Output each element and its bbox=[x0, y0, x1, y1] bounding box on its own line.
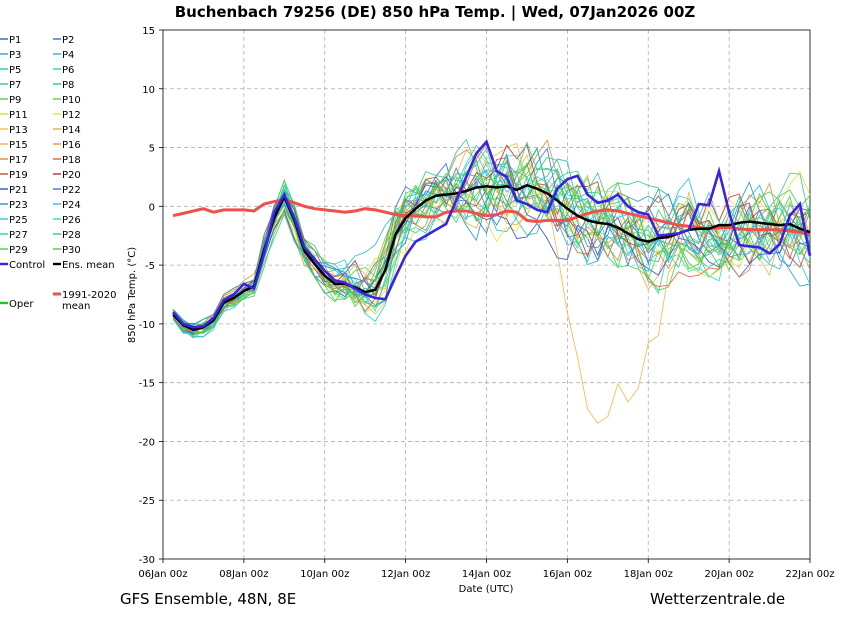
legend-label: Control bbox=[9, 260, 45, 271]
legend-label: P22 bbox=[62, 185, 81, 196]
legend-label: P18 bbox=[62, 155, 81, 166]
ensemble-member-line bbox=[172, 162, 811, 334]
footer-model-info: GFS Ensemble, 48N, 8E bbox=[120, 590, 296, 608]
legend-label: P14 bbox=[62, 125, 81, 136]
y-axis-ticks: 15 10 5 0 -5 -10 -15 -20 -25 -30 bbox=[139, 26, 163, 566]
y-tick-label: -25 bbox=[139, 496, 155, 507]
legend-label: P15 bbox=[9, 140, 28, 151]
legend-label: P3 bbox=[9, 50, 21, 61]
legend-label: P8 bbox=[62, 80, 74, 91]
ensemble-member-line bbox=[172, 144, 811, 331]
legend-label: P12 bbox=[62, 110, 81, 121]
y-tick-label: 0 bbox=[149, 202, 155, 213]
x-tick-label: 12Jan 00z bbox=[381, 569, 430, 580]
x-tick-label: 06Jan 00z bbox=[138, 569, 187, 580]
y-tick-label: -30 bbox=[139, 555, 155, 566]
ensemble-member-line bbox=[172, 152, 811, 326]
control-run-line bbox=[172, 139, 812, 329]
legend-label: P17 bbox=[9, 155, 28, 166]
x-axis-ticks: 06Jan 00z 08Jan 00z 10Jan 00z 12Jan 00z 14Ja… bbox=[138, 559, 835, 580]
legend-label: P16 bbox=[62, 140, 81, 151]
legend-label: P11 bbox=[9, 110, 28, 121]
x-tick-label: 22Jan 00z bbox=[785, 569, 834, 580]
x-tick-label: 10Jan 00z bbox=[300, 569, 349, 580]
legend-label: P23 bbox=[9, 200, 28, 211]
ensemble-mean-series bbox=[172, 183, 811, 332]
ensemble-member-line bbox=[172, 183, 811, 326]
legend-label: P10 bbox=[62, 95, 81, 106]
legend-label: P1 bbox=[9, 35, 21, 46]
y-tick-label: -5 bbox=[145, 261, 155, 272]
legend-label: Oper bbox=[9, 299, 34, 310]
x-tick-label: 14Jan 00z bbox=[462, 569, 511, 580]
legend-label: P24 bbox=[62, 200, 81, 211]
legend-label: P29 bbox=[9, 245, 28, 256]
legend-label: Ens. mean bbox=[62, 260, 115, 271]
legend: P1 P2 P3 P4 P5 P6 P7 P8 P9 P10 P11 P12 P13 P14 P15 P16 P… bbox=[0, 35, 117, 312]
y-tick-label: -20 bbox=[139, 437, 155, 448]
x-tick-label: 08Jan 00z bbox=[219, 569, 268, 580]
y-tick-label: 10 bbox=[142, 85, 155, 96]
legend-label: P4 bbox=[62, 50, 74, 61]
legend-label: P26 bbox=[62, 215, 81, 226]
y-tick-label: -10 bbox=[139, 320, 155, 331]
x-axis-label: Date (UTC) bbox=[459, 584, 514, 595]
control-series bbox=[172, 139, 812, 329]
chart-title: Buchenbach 79256 (DE) 850 hPa Temp. | We… bbox=[175, 3, 696, 22]
grid-lines bbox=[163, 30, 810, 559]
y-tick-label: -15 bbox=[139, 379, 155, 390]
legend-label: P7 bbox=[9, 80, 21, 91]
legend-label: P2 bbox=[62, 35, 74, 46]
footer-site: Wetterzentrale.de bbox=[650, 590, 785, 608]
y-tick-label: 15 bbox=[142, 26, 155, 37]
legend-label: P6 bbox=[62, 65, 74, 76]
legend-label: P30 bbox=[62, 245, 81, 256]
legend-label: mean bbox=[62, 301, 90, 312]
x-tick-label: 18Jan 00z bbox=[624, 569, 673, 580]
legend-label: P27 bbox=[9, 230, 28, 241]
legend-label: P5 bbox=[9, 65, 21, 76]
legend-label: P19 bbox=[9, 170, 28, 181]
ensemble-mean-line bbox=[172, 183, 811, 332]
legend-label: P21 bbox=[9, 185, 28, 196]
legend-label: P28 bbox=[62, 230, 81, 241]
legend-label: P9 bbox=[9, 95, 21, 106]
legend-label: P25 bbox=[9, 215, 28, 226]
legend-label: P13 bbox=[9, 125, 28, 136]
x-tick-label: 16Jan 00z bbox=[543, 569, 592, 580]
y-axis-label: 850 hPa Temp. (°C) bbox=[127, 247, 138, 343]
y-tick-label: 5 bbox=[149, 144, 155, 155]
x-tick-label: 20Jan 00z bbox=[704, 569, 753, 580]
legend-label: 1991-2020 bbox=[62, 290, 117, 301]
legend-label: P20 bbox=[62, 170, 81, 181]
